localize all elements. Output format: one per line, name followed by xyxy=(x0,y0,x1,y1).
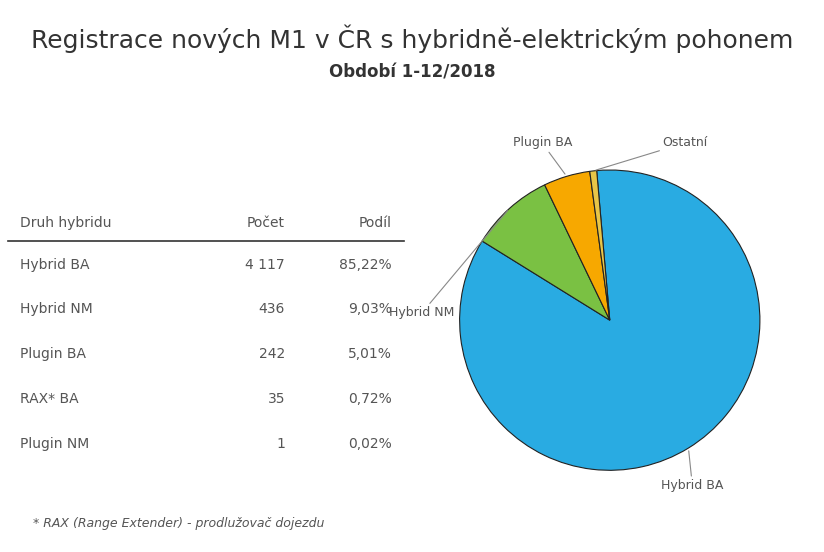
Text: Období 1-12/2018: Období 1-12/2018 xyxy=(329,63,495,82)
Wedge shape xyxy=(545,171,610,320)
Text: 436: 436 xyxy=(259,302,285,316)
Text: Plugin NM: Plugin NM xyxy=(20,437,89,450)
Wedge shape xyxy=(460,170,760,470)
Text: 0,02%: 0,02% xyxy=(349,437,392,450)
Text: Registrace nových M1 v ČR s hybridně-elektrickým pohonem: Registrace nových M1 v ČR s hybridně-ele… xyxy=(30,25,794,54)
Text: Plugin BA: Plugin BA xyxy=(513,136,572,174)
Text: 4 117: 4 117 xyxy=(246,258,285,272)
Text: 5,01%: 5,01% xyxy=(348,347,392,361)
Text: Plugin BA: Plugin BA xyxy=(20,347,86,361)
Text: 85,22%: 85,22% xyxy=(339,258,392,272)
Wedge shape xyxy=(590,171,610,320)
Text: Hybrid BA: Hybrid BA xyxy=(20,258,90,272)
Text: * RAX (Range Extender) - prodlužovač dojezdu: * RAX (Range Extender) - prodlužovač doj… xyxy=(33,517,325,530)
Text: RAX* BA: RAX* BA xyxy=(20,392,79,406)
Text: 242: 242 xyxy=(259,347,285,361)
Text: Hybrid BA: Hybrid BA xyxy=(661,451,723,492)
Text: 0,72%: 0,72% xyxy=(349,392,392,406)
Text: Hybrid NM: Hybrid NM xyxy=(20,302,93,316)
Text: Podíl: Podíl xyxy=(359,216,392,230)
Text: Druh hybridu: Druh hybridu xyxy=(20,216,111,230)
Text: 1: 1 xyxy=(276,437,285,450)
Text: Ostatní: Ostatní xyxy=(596,136,708,170)
Text: Hybrid NM: Hybrid NM xyxy=(390,211,508,319)
Text: 35: 35 xyxy=(268,392,285,406)
Text: 9,03%: 9,03% xyxy=(348,302,392,316)
Text: Počet: Počet xyxy=(247,216,285,230)
Wedge shape xyxy=(482,185,610,320)
